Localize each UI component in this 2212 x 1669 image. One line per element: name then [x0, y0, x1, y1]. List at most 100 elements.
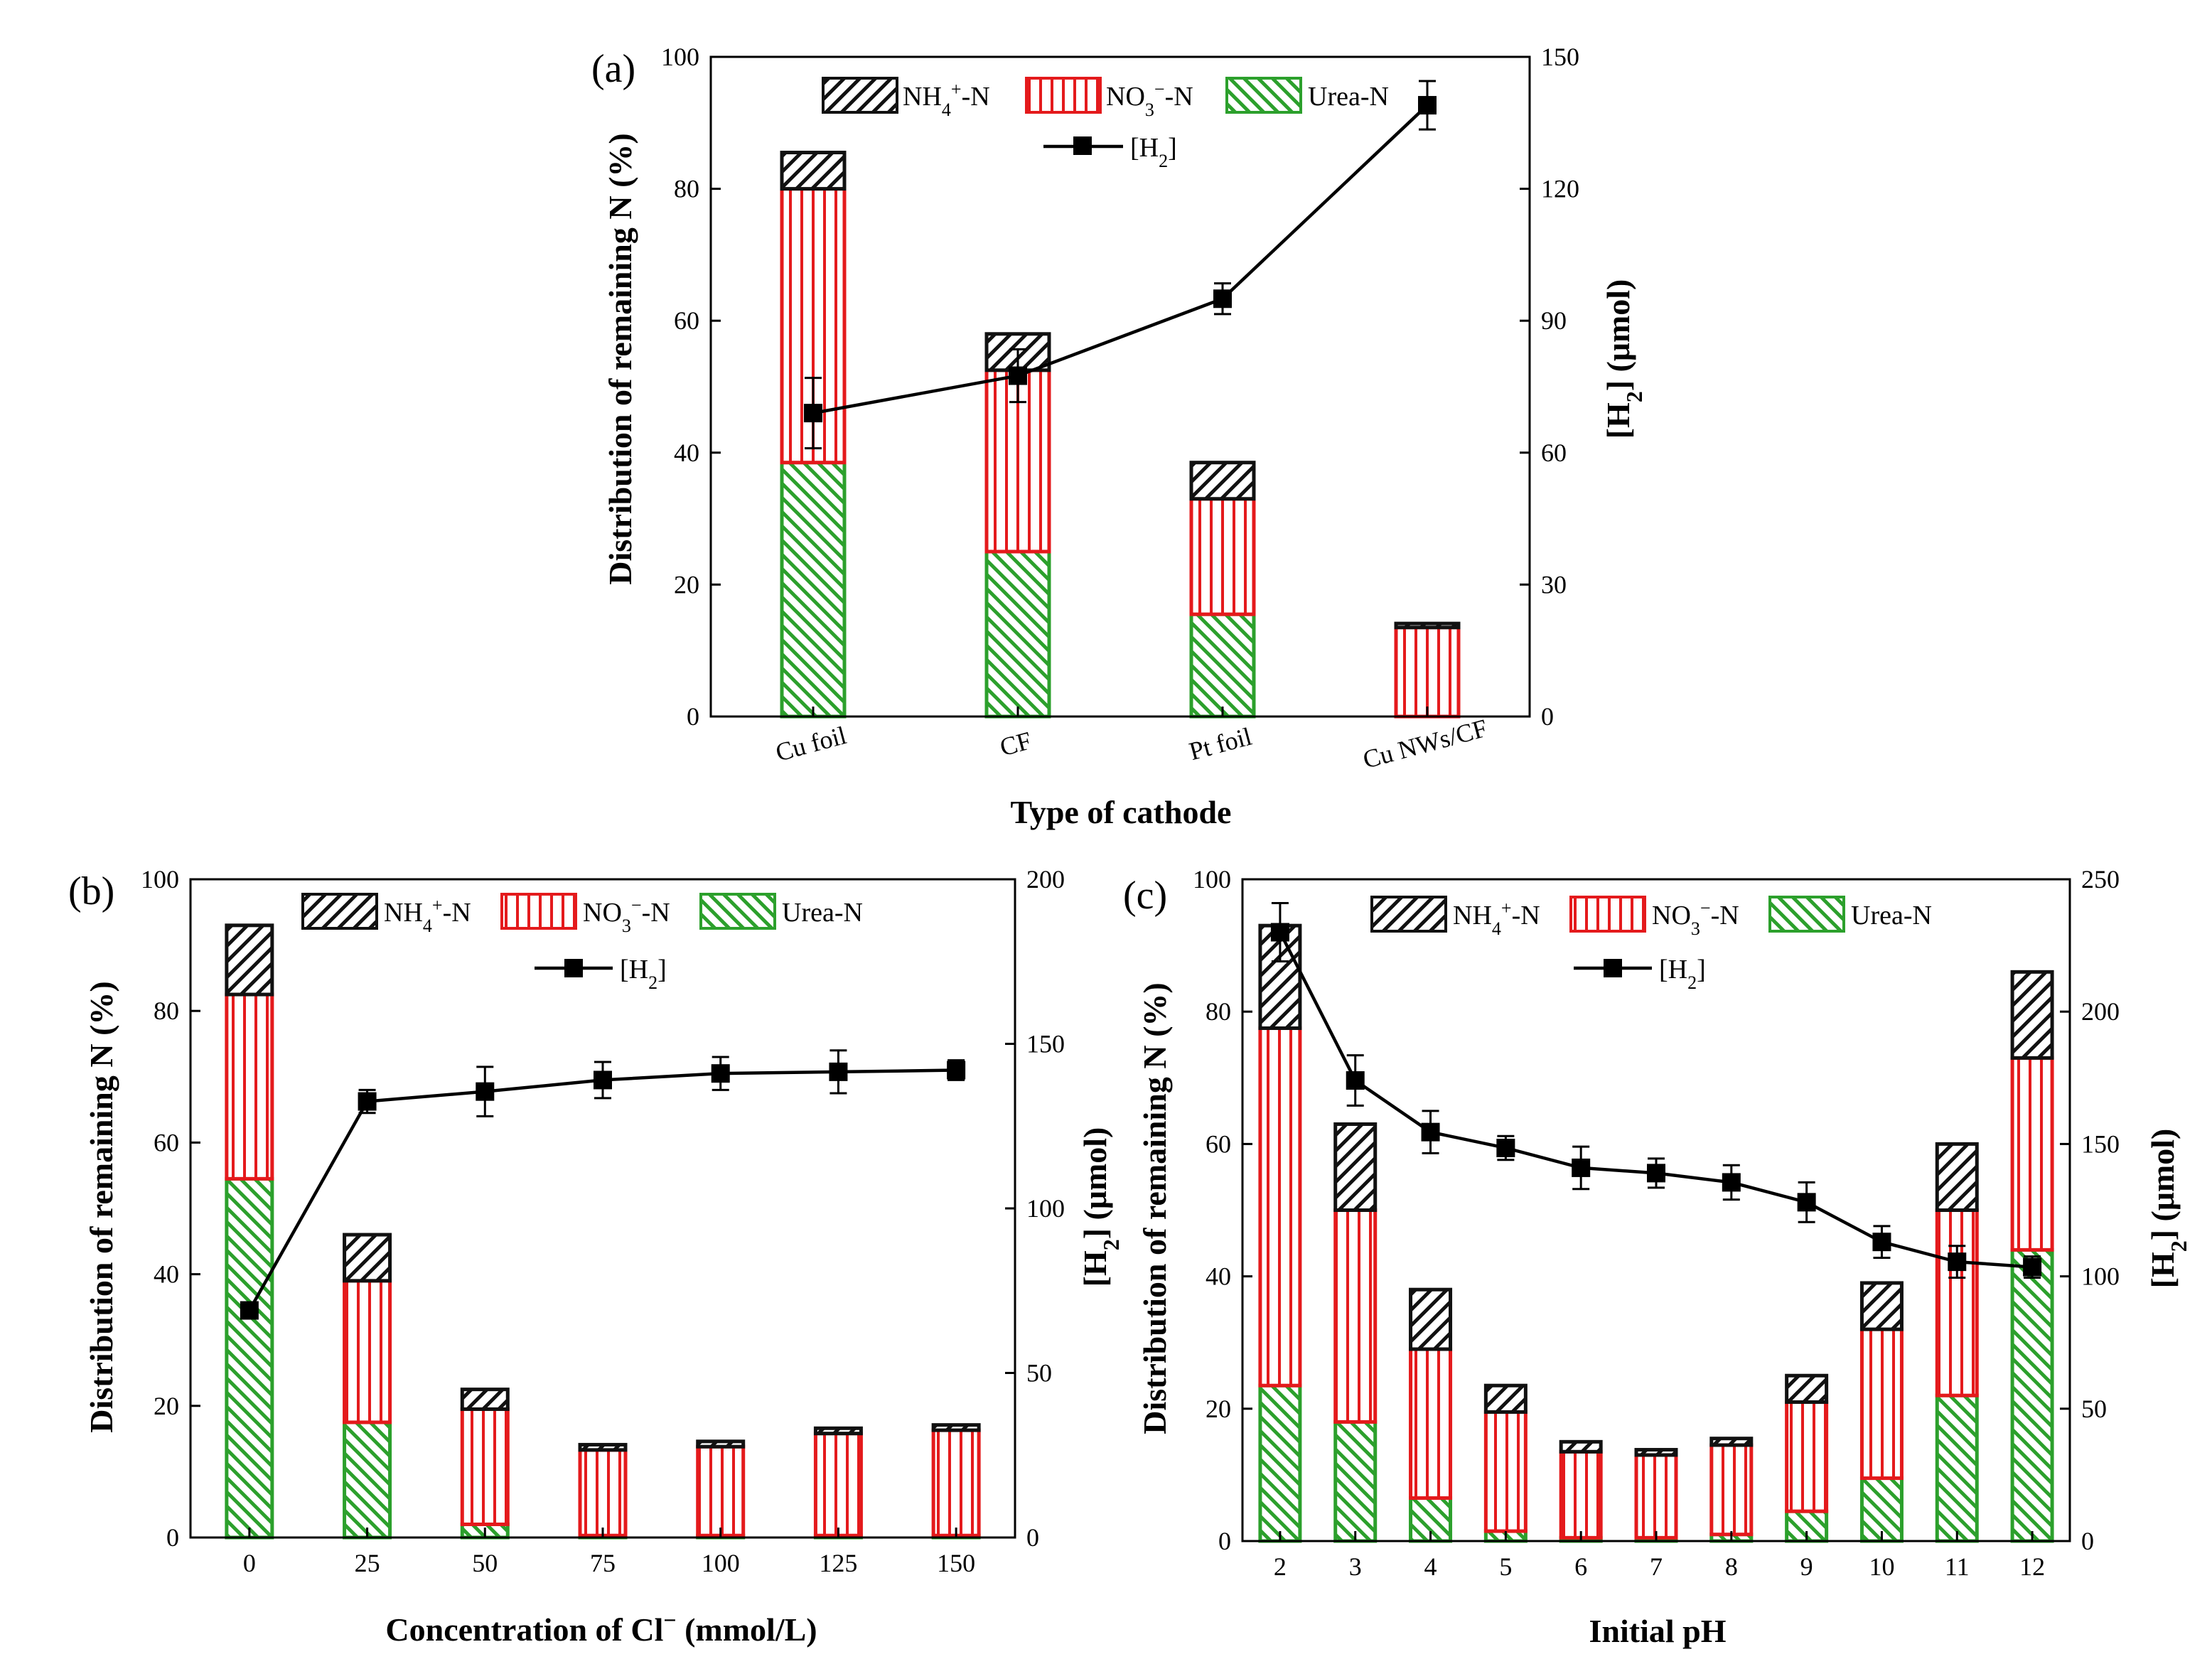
- h2-point-b-3: [594, 1070, 612, 1090]
- bar-c-nh4-10: [2010, 970, 2054, 1060]
- bar-b-nh4-3: [578, 1442, 628, 1452]
- y-tick-label-c-3: 60: [1206, 1129, 1231, 1158]
- x-tick-label-b-4: 100: [702, 1549, 740, 1577]
- bar-a-urea-0: [780, 461, 847, 719]
- h2-line-a: [812, 104, 1429, 415]
- panel-b-label: (b): [68, 869, 114, 913]
- bar-b-nh4-4: [696, 1439, 746, 1449]
- h2-point-c-2: [1421, 1122, 1440, 1142]
- panel-c-legend: NH4+-N NO3−-N Urea-N [H2]: [1370, 896, 1932, 993]
- bar-b-nh4-6: [931, 1423, 981, 1432]
- panel-a-y-axis-title: Distribution of remaining N (%): [602, 133, 638, 585]
- legend-a-h2-label: [H2]: [1130, 133, 1177, 171]
- bar-c-nh4-2: [1409, 1287, 1453, 1351]
- legend-a-nh4-label: NH4+-N: [903, 79, 990, 120]
- bar-b-no3-5: [813, 1432, 863, 1537]
- bar-c-urea-9: [1935, 1393, 1979, 1543]
- panel-a-label: (a): [591, 47, 635, 91]
- legend-b-urea-swatch: [699, 893, 776, 930]
- y-tick-label-b-3: 60: [154, 1128, 179, 1157]
- x-tick-label-c-9: 11: [1945, 1552, 1970, 1581]
- bar-c-urea-1: [1333, 1420, 1378, 1543]
- bar-b-no3-4: [696, 1444, 746, 1537]
- h2-point-c-1: [1346, 1071, 1365, 1090]
- panel-b-axes: 0 20 40 60 80 100 0 50 100 150 200 0 25 50 75 100 125 150: [141, 865, 1065, 1577]
- bar-a-no3-2: [1189, 497, 1256, 616]
- y-tick-label-c-4: 80: [1206, 997, 1231, 1026]
- y-tick-label-a-3: 60: [674, 306, 699, 335]
- x-tick-label-b-5: 125: [819, 1549, 857, 1577]
- bar-c-nh4-1: [1333, 1122, 1378, 1212]
- panel-a-legend: NH4+-N NO3−-N Urea-N [H2]: [822, 77, 1389, 171]
- h2-point-b-4: [711, 1064, 730, 1083]
- y-tick-label-c-5: 100: [1193, 865, 1231, 893]
- y-tick-label-c-2: 40: [1206, 1262, 1231, 1291]
- bar-b-no3-3: [578, 1448, 628, 1537]
- bar-b-nh4-2: [460, 1388, 510, 1411]
- y2-tick-label-c-4: 200: [2081, 997, 2120, 1026]
- x-tick-label-c-10: 12: [2019, 1552, 2045, 1581]
- legend-a-no3-label: NO3−-N: [1106, 79, 1193, 120]
- panel-c-h2-line: [1270, 902, 2042, 1279]
- panel-c-y-axis-title: Distribution of remaining N (%): [1137, 982, 1173, 1434]
- panel-b-h2-line: [240, 1049, 966, 1320]
- bar-c-no3-1: [1333, 1208, 1378, 1424]
- y2-tick-label-a-0: 0: [1541, 702, 1554, 731]
- panel-a-bars: [780, 151, 1461, 719]
- x-tick-label-c-7: 9: [1800, 1552, 1813, 1581]
- bar-c-no3-2: [1409, 1347, 1453, 1500]
- bar-b-nh4-5: [813, 1426, 863, 1436]
- legend-b-nh4-swatch: [301, 893, 378, 930]
- h2-point-c-5: [1647, 1164, 1665, 1183]
- h2-point-c-6: [1722, 1173, 1741, 1192]
- bar-b-no3-1: [343, 1279, 392, 1424]
- y-tick-label-a-0: 0: [687, 702, 699, 731]
- panel-a-y2-axis-title: [H2] (μmol): [1600, 279, 1647, 439]
- bar-c-no3-3: [1483, 1410, 1528, 1533]
- legend-c-nh4-label: NH4+-N: [1453, 898, 1540, 939]
- x-tick-label-b-0: 0: [243, 1549, 256, 1577]
- bar-b-no3-2: [460, 1407, 510, 1526]
- legend-b-no3-label: NO3−-N: [583, 895, 670, 936]
- y-tick-label-b-0: 0: [166, 1523, 179, 1552]
- legend-a-no3-swatch: [1025, 77, 1102, 114]
- h2-point-a-1: [1009, 366, 1027, 385]
- bar-b-nh4-0: [225, 923, 274, 997]
- y-tick-label-b-1: 20: [154, 1392, 179, 1420]
- x-tick-label-c-6: 8: [1725, 1552, 1738, 1581]
- bar-a-nh4-0: [780, 151, 847, 191]
- h2-point-b-6: [947, 1061, 966, 1080]
- bar-b-no3-0: [225, 992, 274, 1181]
- y2-tick-label-a-2: 60: [1541, 439, 1567, 467]
- y2-tick-label-c-1: 50: [2081, 1395, 2107, 1423]
- y2-tick-label-a-4: 120: [1541, 175, 1579, 203]
- panel-b-y2-axis-title: [H2] (μmol): [1077, 1127, 1124, 1287]
- bar-c-no3-7: [1785, 1400, 1829, 1513]
- bar-a-no3-3: [1394, 626, 1461, 719]
- bar-a-urea-2: [1189, 612, 1256, 719]
- h2-point-a-0: [804, 404, 822, 423]
- legend-c-no3-label: NO3−-N: [1652, 898, 1739, 939]
- panel-b-chart: (b) 0 20 40 60 80 100 0 50 100 150 200 0 25 50 75 100 12…: [68, 865, 1124, 1648]
- x-tick-label-b-3: 75: [590, 1549, 616, 1577]
- x-tick-label-c-5: 7: [1650, 1552, 1663, 1581]
- bar-b-urea-1: [343, 1420, 392, 1540]
- legend-b-h2-marker: [564, 959, 583, 977]
- y2-tick-label-a-3: 90: [1541, 306, 1567, 335]
- x-tick-label-c-2: 4: [1424, 1552, 1437, 1581]
- h2-point-c-4: [1572, 1158, 1591, 1177]
- y2-tick-label-b-1: 50: [1026, 1359, 1052, 1388]
- bar-c-nh4-4: [1559, 1439, 1603, 1454]
- x-tick-label-c-0: 2: [1274, 1552, 1287, 1581]
- legend-b-urea-label: Urea-N: [782, 898, 863, 928]
- legend-c-h2-label: [H2]: [1659, 955, 1706, 993]
- panel-b-y-axis-title: Distribution of remaining N (%): [83, 981, 119, 1433]
- h2-point-b-5: [829, 1062, 848, 1081]
- legend-a-nh4-swatch: [822, 77, 898, 114]
- panel-a-chart: (a) 0 20 40 60 80 100 0 30 60 90 120 150 Cu foil CF Pt…: [591, 43, 1647, 830]
- panel-c-axes: 0 20 40 60 80 100 0 50 100 150 200 250 2 3 4 5 6 7 8 9 10 11 1…: [1193, 865, 2120, 1581]
- y-tick-label-b-5: 100: [141, 865, 179, 893]
- h2-point-b-2: [476, 1082, 495, 1101]
- x-tick-label-a-3: Cu NWs/CF: [1360, 714, 1490, 774]
- bar-c-no3-9: [1935, 1208, 1979, 1397]
